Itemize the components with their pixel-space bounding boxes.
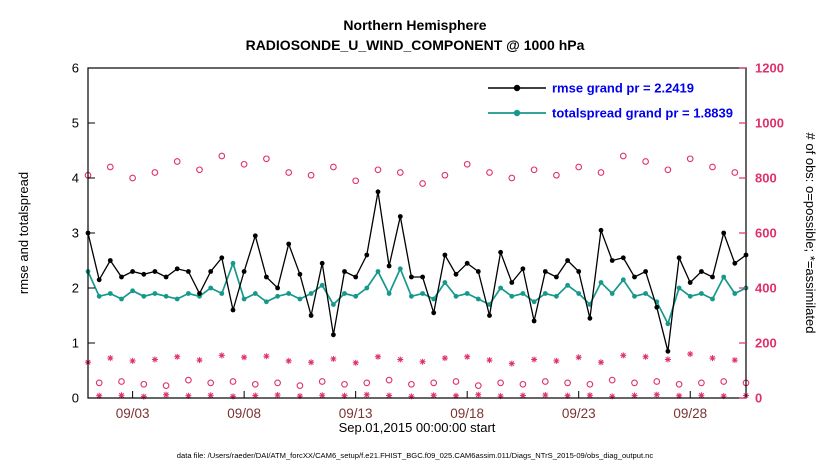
rmse-series <box>85 189 749 354</box>
y-left-tick-label: 6 <box>72 61 79 76</box>
y-left-tick-label: 3 <box>72 226 79 241</box>
totalspread-markers <box>85 260 749 327</box>
y-right-tick-label: 600 <box>755 226 777 241</box>
x-tick-label: 09/28 <box>673 406 707 421</box>
chart-title-line1: Northern Hemisphere <box>343 17 486 33</box>
possible-markers <box>84 152 750 389</box>
rmse-markers <box>85 189 749 354</box>
chart-title-line2: RADIOSONDE_U_WIND_COMPONENT @ 1000 hPa <box>246 37 585 53</box>
y-axis-label-right: # of obs: o=possible; *=assimilated <box>803 133 818 334</box>
data-file-caption: data file: /Users/raeder/DAI/ATM_forcXX/… <box>177 451 654 460</box>
x-tick-label: 09/23 <box>562 406 596 421</box>
y-right-tick-label: 800 <box>755 171 777 186</box>
plot-area: 0 1 2 3 4 5 6 0 200 400 600 800 1000 1200 09/03 09/08 09… <box>72 61 784 422</box>
x-tick-label: 09/13 <box>339 406 373 421</box>
y-left-tick-label: 2 <box>72 281 79 296</box>
y-left-tick-label: 0 <box>72 391 79 406</box>
y-right-tick-label: 200 <box>755 336 777 351</box>
y-right-tick-label: 400 <box>755 281 777 296</box>
legend-label-totalspread: totalspread grand pr = 1.8839 <box>552 106 733 121</box>
y-right-tick-label: 1000 <box>755 116 784 131</box>
assimilated-series <box>85 351 749 400</box>
assimilated-markers <box>85 351 749 400</box>
y-left-tick-label: 4 <box>72 171 79 186</box>
y-right-tick-label: 1200 <box>755 61 784 76</box>
possible-series <box>84 152 750 389</box>
x-axis-label: Sep.01,2015 00:00:00 start <box>339 420 496 435</box>
x-tick-label: 09/03 <box>116 406 150 421</box>
y-right-tick-label: 0 <box>755 391 762 406</box>
y-axis-label-left: rmse and totalspread <box>16 172 31 294</box>
legend-label-rmse: rmse grand pr = 2.2419 <box>552 81 694 96</box>
y-left-tick-label: 5 <box>72 116 79 131</box>
y-left-tick-label: 1 <box>72 336 79 351</box>
legend: rmse grand pr = 2.2419 totalspread grand… <box>488 81 733 121</box>
x-tick-label: 09/08 <box>227 406 261 421</box>
legend-totalspread-marker <box>513 109 521 117</box>
x-tick-label: 09/18 <box>450 406 484 421</box>
totalspread-series <box>85 260 749 327</box>
legend-rmse-marker <box>513 84 521 92</box>
